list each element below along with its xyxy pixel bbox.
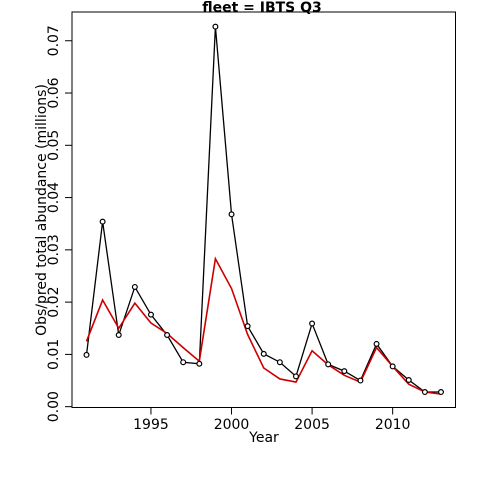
- y-tick-label: 0.05: [46, 130, 62, 161]
- data-point: [292, 373, 299, 380]
- data-point: [115, 332, 122, 339]
- x-axis-label: Year: [248, 430, 279, 446]
- y-tick-label: 0.03: [46, 234, 62, 265]
- plot-frame: [71, 11, 456, 408]
- data-point: [421, 389, 428, 396]
- data-point: [83, 351, 90, 358]
- data-point: [357, 377, 364, 384]
- chart-title: fleet = IBTS Q3: [202, 0, 322, 16]
- data-point: [309, 320, 316, 327]
- y-tick-label: 0.01: [46, 339, 62, 370]
- data-point: [147, 311, 154, 318]
- data-point: [131, 283, 138, 290]
- data-point: [196, 360, 203, 367]
- y-tick-label: 0.00: [46, 391, 62, 422]
- x-tick-label: 2005: [294, 417, 330, 433]
- data-point: [180, 359, 187, 366]
- data-point: [437, 389, 444, 396]
- data-point: [244, 323, 251, 330]
- data-point: [405, 377, 412, 384]
- series-layer: [83, 23, 444, 396]
- y-axis-label: Obs/pred total abundance (millions): [34, 84, 50, 336]
- data-point: [341, 368, 348, 375]
- data-point: [228, 211, 235, 218]
- x-tick-label: 1995: [133, 417, 169, 433]
- y-axis: 0.00 0.01 0.02 0.03 0.04 0.05 0.06 0.07: [46, 25, 72, 422]
- data-point: [99, 218, 106, 225]
- series-line-predicted: [85, 256, 442, 395]
- data-point: [373, 340, 380, 347]
- x-tick-label: 2000: [214, 417, 250, 433]
- data-point: [164, 332, 171, 339]
- x-axis: 1995 2000 2005 2010: [133, 407, 411, 433]
- y-tick-label: 0.07: [46, 25, 62, 56]
- data-point: [260, 350, 267, 357]
- series-line-observed: [85, 26, 441, 393]
- y-tick-label: 0.06: [46, 77, 62, 108]
- x-tick-label: 2010: [375, 417, 411, 433]
- data-point: [276, 359, 283, 366]
- y-tick-label: 0.04: [46, 182, 62, 213]
- data-point: [325, 361, 332, 368]
- data-point: [212, 23, 219, 30]
- y-tick-label: 0.02: [46, 287, 62, 318]
- data-point: [389, 363, 396, 370]
